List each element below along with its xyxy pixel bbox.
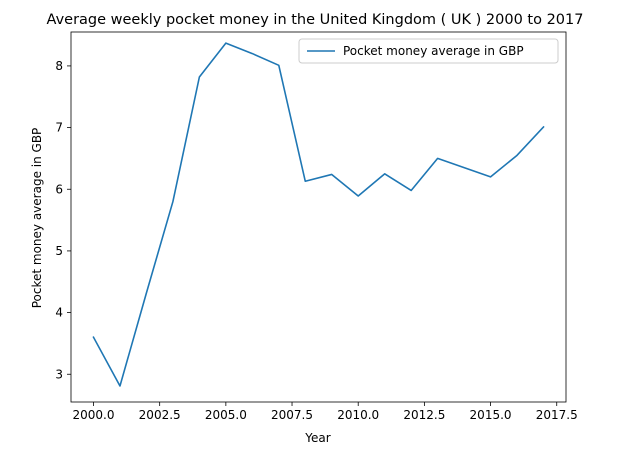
axis-ticks: 2000.0 2002.5 2005.0 2007.5 2010.0 2012.5 2015… bbox=[55, 59, 577, 422]
legend-label: Pocket money average in GBP bbox=[343, 44, 524, 58]
series-line bbox=[92, 42, 545, 387]
y-tick-label: 3 bbox=[55, 367, 63, 381]
x-tick-label: 2007.5 bbox=[271, 408, 313, 422]
y-tick-label: 6 bbox=[55, 182, 63, 196]
x-tick-label: 2000.0 bbox=[73, 408, 115, 422]
y-axis-label: Pocket money average in GBP bbox=[30, 128, 44, 309]
y-tick-label: 4 bbox=[55, 306, 63, 320]
y-tick-label: 5 bbox=[55, 244, 63, 258]
x-tick-label: 2002.5 bbox=[139, 408, 181, 422]
x-tick-label: 2015.0 bbox=[470, 408, 512, 422]
x-tick-label: 2010.0 bbox=[337, 408, 379, 422]
x-tick-label: 2017.5 bbox=[536, 408, 578, 422]
chart-title: Average weekly pocket money in the Unite… bbox=[47, 12, 584, 28]
y-tick-label: 8 bbox=[55, 59, 63, 73]
x-tick-label: 2005.0 bbox=[205, 408, 247, 422]
legend: Pocket money average in GBP bbox=[298, 38, 559, 64]
legend-box bbox=[298, 38, 559, 64]
y-tick-label: 7 bbox=[55, 121, 63, 135]
series-layer bbox=[70, 31, 567, 403]
x-axis-label: Year bbox=[304, 431, 330, 445]
axes-frame bbox=[70, 31, 567, 403]
x-tick-label: 2012.5 bbox=[403, 408, 445, 422]
